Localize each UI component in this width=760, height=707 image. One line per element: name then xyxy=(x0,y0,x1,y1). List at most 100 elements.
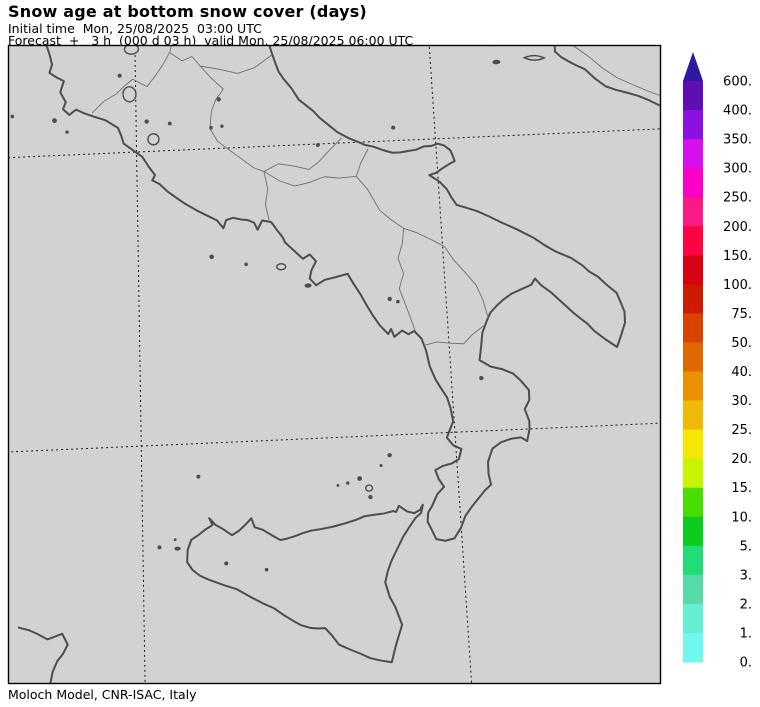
lake-bolsena xyxy=(122,86,137,103)
colorbar-segment xyxy=(683,371,703,402)
border-basilicata-calabria xyxy=(423,324,486,346)
island-ischia xyxy=(276,263,287,271)
colorbar-tick-label: 50. xyxy=(731,336,752,351)
colorbar-segment xyxy=(683,255,703,285)
colorbar-tick-label: 15. xyxy=(731,481,752,496)
island-salina xyxy=(357,476,363,481)
islet-dot xyxy=(346,481,350,485)
map-geography xyxy=(8,33,661,684)
border-croatia-inland xyxy=(550,45,661,99)
colorbar-segment xyxy=(683,342,703,372)
lake-dot xyxy=(387,296,392,302)
parallel-line xyxy=(8,126,661,160)
colorbar-segment xyxy=(683,139,703,169)
colorbar-tick-label: 350. xyxy=(723,133,752,148)
border-marche-abruzzo xyxy=(200,54,273,74)
colorbar-tick-label: 3. xyxy=(740,568,752,583)
colorbar-segment xyxy=(683,458,703,489)
colorbar-tick-label: 40. xyxy=(731,365,752,380)
colorbar-tick-label: 100. xyxy=(723,278,752,293)
island-mljet xyxy=(522,54,546,61)
coastline-tunisia xyxy=(17,626,69,684)
coastline-italy-mainland xyxy=(44,45,627,542)
colorbar-segment xyxy=(683,516,703,547)
lake-dot xyxy=(220,124,224,128)
initial-time-line: Initial time Mon, 25/08/2025 03:00 UTC xyxy=(8,21,262,36)
island-peljesac xyxy=(553,33,575,39)
island-vulcano xyxy=(368,494,373,500)
map-background xyxy=(8,45,661,684)
colorbar-segment xyxy=(683,429,703,460)
island-vis xyxy=(437,33,445,38)
border-abruzzo-molise xyxy=(263,137,342,172)
colorbar-segment xyxy=(683,110,703,140)
islet-dot xyxy=(336,484,340,487)
islet-dot xyxy=(391,125,396,130)
colorbar-tick-label: 25. xyxy=(731,423,752,438)
border-campania-molise-puglia xyxy=(263,148,369,187)
islet-dot xyxy=(209,254,214,260)
credit-line: Moloch Model, CNR-ISAC, Italy xyxy=(8,687,197,702)
islet-dot xyxy=(52,118,57,124)
islet-dot xyxy=(244,262,248,267)
colorbar-tick-label: 30. xyxy=(731,394,752,409)
border-campania-basilicata xyxy=(355,176,416,332)
island-marettimo xyxy=(157,545,162,550)
coastline-croatia xyxy=(519,45,661,113)
map-frame xyxy=(7,44,662,685)
colorbar-segment xyxy=(683,284,703,314)
island-lipari xyxy=(364,484,374,492)
colorbar-segment xyxy=(683,545,703,576)
colorbar-tick-label: 5. xyxy=(740,539,752,554)
colorbar-tick-label: 600. xyxy=(723,75,752,90)
colorbar-segment xyxy=(683,632,703,663)
coastline-sicily xyxy=(186,503,424,664)
colorbar-tick-label: 75. xyxy=(731,307,752,322)
colorbar-tick-label: 0. xyxy=(740,656,752,671)
colorbar-segment xyxy=(683,400,703,431)
lake-dot xyxy=(224,561,229,566)
colorbar-segment xyxy=(683,81,703,111)
lake-dot xyxy=(264,567,269,572)
colorbar-segment xyxy=(683,487,703,518)
lake-dot xyxy=(144,119,149,124)
colorbar: 600. 400. 350. 300. 250. 200. 150. 100. 75. 50. 40… xyxy=(683,52,752,671)
colorbar-tick-label: 200. xyxy=(723,220,752,235)
colorbar-tick-label: 10. xyxy=(731,510,752,525)
colorbar-segment xyxy=(683,197,703,227)
page-title: Snow age at bottom snow cover (days) xyxy=(8,2,367,21)
island-favignana xyxy=(174,546,181,551)
parallel-line xyxy=(8,420,661,454)
colorbar-tick-label: 250. xyxy=(723,191,752,206)
islet-dot xyxy=(379,464,383,468)
colorbar-segment xyxy=(683,226,703,256)
colorbar-tick-label: 1. xyxy=(740,626,752,641)
colorbar-tick-label: 150. xyxy=(723,249,752,264)
islet-dot xyxy=(173,538,177,542)
lake-dot xyxy=(396,299,400,304)
islet-dot xyxy=(10,114,15,119)
colorbar-tick-label: 20. xyxy=(731,452,752,467)
lake-dot xyxy=(167,121,172,126)
lake-trasimeno xyxy=(123,45,140,55)
forecast-valid-line: Forecast + 3 h (000 d 03 h) valid Mon, 2… xyxy=(8,33,414,48)
island-ustica xyxy=(196,474,201,479)
colorbar-segment xyxy=(683,603,703,634)
lake-dot xyxy=(117,73,122,78)
lake-dot xyxy=(479,375,484,381)
lake-dot xyxy=(209,125,213,130)
island-capri xyxy=(304,283,312,288)
islet-dot xyxy=(65,130,69,134)
border-puglia-basilicata xyxy=(403,227,490,320)
colorbar-tick-label: 300. xyxy=(723,162,752,177)
island-stromboli xyxy=(387,452,392,458)
colorbar-segment xyxy=(683,313,703,343)
colorbar-segment xyxy=(683,168,703,198)
colorbar-tick-label: 400. xyxy=(723,104,752,119)
island-lastovo xyxy=(492,59,501,65)
border-tuscany-lazio-umbria xyxy=(91,45,174,114)
colorbar-segment xyxy=(683,574,703,605)
lake-dot xyxy=(216,97,221,102)
